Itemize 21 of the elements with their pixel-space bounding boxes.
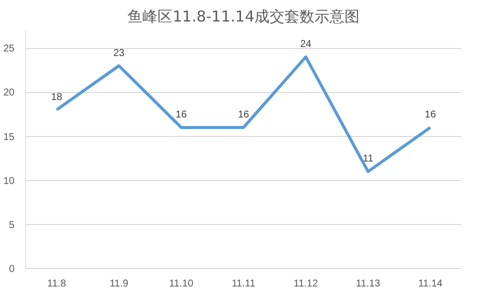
data-label: 11 bbox=[362, 154, 374, 165]
x-tick-label: 11.14 bbox=[418, 278, 443, 289]
chart-title: 鱼峰区11.8-11.14成交套数示意图 bbox=[128, 8, 360, 26]
x-tick-label: 11.9 bbox=[110, 278, 129, 289]
data-label: 16 bbox=[238, 109, 250, 120]
y-tick-label: 10 bbox=[3, 176, 15, 187]
y-tick-label: 25 bbox=[3, 44, 15, 55]
y-tick-label: 0 bbox=[8, 264, 15, 275]
data-label: 18 bbox=[51, 92, 63, 103]
y-tick-label: 20 bbox=[3, 88, 15, 99]
y-tick-label: 5 bbox=[8, 220, 15, 231]
x-tick-label: 11.11 bbox=[232, 278, 256, 289]
data-label: 23 bbox=[113, 48, 125, 59]
x-tick-label: 11.12 bbox=[294, 278, 318, 289]
x-tick-label: 11.10 bbox=[169, 278, 194, 289]
data-label: 24 bbox=[300, 38, 312, 50]
data-label: 16 bbox=[424, 109, 436, 120]
y-tick-label: 15 bbox=[3, 132, 15, 143]
x-tick-label: 11.8 bbox=[47, 278, 66, 289]
x-tick-label: 11.13 bbox=[356, 278, 381, 289]
data-label: 16 bbox=[176, 109, 188, 120]
